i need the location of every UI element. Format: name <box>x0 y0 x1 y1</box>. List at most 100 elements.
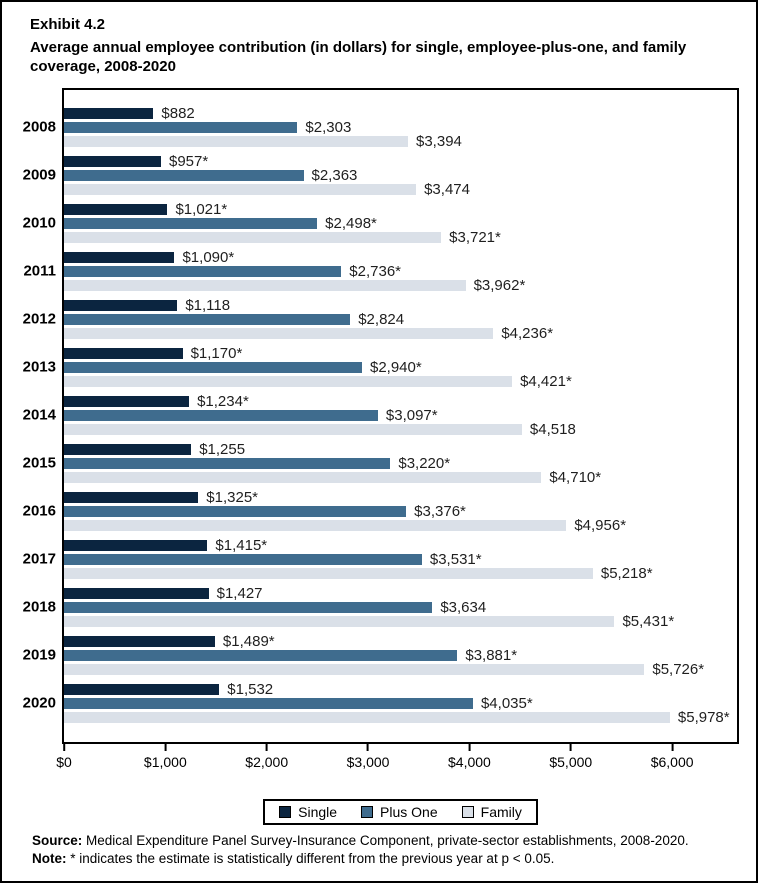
bar-plus-one <box>64 457 391 469</box>
bar-value-label: $1,415* <box>215 536 268 554</box>
bar-row-plus-one: $2,824 <box>64 310 737 328</box>
bar-value-label: $3,220* <box>398 454 451 472</box>
chart-title-line2: coverage, 2008-2020 <box>30 58 176 75</box>
bar-row-single: $1,532 <box>64 681 737 698</box>
tick-mark <box>265 744 268 751</box>
bar-row-plus-one: $3,634 <box>64 598 737 616</box>
exhibit-number: Exhibit 4.2 <box>30 16 106 33</box>
bar-single <box>64 155 161 167</box>
year-group-2011: 2011 $1,090* $2,736* $3,962* <box>23 247 737 295</box>
bar-row-single: $1,489* <box>64 632 737 650</box>
bar-value-label: $2,824 <box>358 310 405 328</box>
bar-single <box>64 443 192 455</box>
bar-family <box>64 375 513 387</box>
note-text: * indicates the estimate is statisticall… <box>66 850 555 866</box>
bar-row-single: $1,090* <box>64 249 737 266</box>
year-group-2008: 2008 $882 $2,303 $3,394 <box>23 103 737 151</box>
bar-plus-one <box>64 649 458 661</box>
bar-value-label: $2,940* <box>369 358 422 376</box>
bar-value-label: $4,236* <box>501 324 554 342</box>
bar-single <box>64 395 190 407</box>
bar-value-label: $957* <box>168 152 209 170</box>
year-label-2015: 2015 <box>22 454 56 472</box>
bar-single <box>64 107 154 119</box>
tick-mark <box>569 744 572 751</box>
bar-family <box>64 471 542 483</box>
bar-row-single: $1,170* <box>64 345 737 362</box>
x-axis: $0 $1,000 $2,000 $3,000 $4,000 $5,000 $6,000 <box>56 744 737 778</box>
bar-plus-one <box>64 313 351 325</box>
year-label-2017: 2017 <box>22 550 56 568</box>
bar-row-plus-one: $3,881* <box>64 646 737 664</box>
bar-row-family: $4,421* <box>64 373 737 390</box>
bar-row-family: $3,721* <box>64 229 737 246</box>
bar-row-plus-one: $3,097* <box>64 407 737 424</box>
bar-value-label: $5,978* <box>677 708 730 726</box>
year-group-2018: 2018 $1,427 $3,634 $5,431* <box>23 583 737 631</box>
bar-value-label: $5,431* <box>622 612 675 630</box>
bar-row-family: $4,518 <box>64 420 737 438</box>
legend-label-plus-one: Plus One <box>380 804 438 820</box>
x-axis-tick: $1,000 <box>144 744 187 770</box>
year-label-2009: 2009 <box>22 166 56 184</box>
year-group-2014: 2014 $1,234* $3,097* $4,518 <box>23 391 737 439</box>
bar-plus-one <box>64 409 378 421</box>
bar-value-label: $3,634 <box>440 598 487 616</box>
bar-row-single: $1,415* <box>64 536 737 554</box>
x-axis-tick: $0 <box>56 744 72 770</box>
bar-value-label: $3,881* <box>465 646 518 664</box>
bar-value-label: $4,518 <box>529 420 576 438</box>
x-axis-tick: $5,000 <box>549 744 592 770</box>
bar-row-single: $1,234* <box>64 392 737 410</box>
bar-row-plus-one: $2,940* <box>64 358 737 376</box>
bar-single <box>64 587 209 599</box>
bar-row-family: $5,218* <box>64 564 737 582</box>
bar-row-plus-one: $3,220* <box>64 454 737 472</box>
tick-mark <box>164 744 167 751</box>
bar-row-single: $1,021* <box>64 201 737 218</box>
bar-plus-one <box>64 553 422 565</box>
bar-single <box>64 299 178 311</box>
bar-single <box>64 251 175 263</box>
legend-swatch-family <box>461 806 474 818</box>
bar-value-label: $3,376* <box>414 502 466 520</box>
bar-value-label: $3,962* <box>473 276 526 294</box>
bar-plus-one <box>64 361 362 373</box>
bar-value-label: $2,363 <box>311 166 358 184</box>
bar-value-label: $1,234* <box>197 392 249 410</box>
bar-single <box>64 539 208 551</box>
bar-row-family: $3,394 <box>64 133 737 150</box>
tick-label: $0 <box>56 754 72 770</box>
bar-value-label: $1,489* <box>222 632 275 650</box>
bar-row-family: $3,474 <box>64 181 737 198</box>
bar-value-label: $882 <box>161 104 195 122</box>
tick-mark <box>468 744 471 751</box>
tick-label: $5,000 <box>549 754 593 770</box>
year-group-2012: 2012 $1,118 $2,824 $4,236* <box>23 295 737 343</box>
x-axis-tick: $6,000 <box>651 744 694 770</box>
bar-row-single: $1,118 <box>64 296 737 314</box>
year-label-2018: 2018 <box>22 598 56 616</box>
year-group-2016: 2016 $1,325* $3,376* $4,956* <box>23 487 737 535</box>
year-group-2015: 2015 $1,255 $3,220* $4,710* <box>23 439 737 487</box>
x-axis-tick: $2,000 <box>245 744 288 770</box>
tick-label: $1,000 <box>143 754 187 770</box>
bar-family <box>64 519 567 531</box>
year-label-2011: 2011 <box>23 262 56 280</box>
bar-value-label: $3,531* <box>429 550 482 568</box>
bar-plus-one <box>64 265 342 277</box>
bar-family <box>64 663 645 675</box>
bar-single <box>64 347 183 359</box>
bar-row-family: $3,962* <box>64 276 737 294</box>
legend: Single Plus One Family <box>263 799 538 825</box>
bar-value-label: $5,218* <box>600 564 653 582</box>
year-label-2019: 2019 <box>22 646 56 664</box>
title-block: Exhibit 4.2 Average annual employee cont… <box>30 15 720 76</box>
chart-title: Average annual employee contribution (in… <box>30 38 720 76</box>
legend-swatch-plus-one <box>361 806 374 818</box>
legend-swatch-single <box>279 806 292 818</box>
legend-item-plus-one: Plus One <box>361 804 438 820</box>
bar-plus-one <box>64 505 407 517</box>
bar-value-label: $1,325* <box>206 488 258 506</box>
bar-value-label: $1,118 <box>185 296 231 314</box>
